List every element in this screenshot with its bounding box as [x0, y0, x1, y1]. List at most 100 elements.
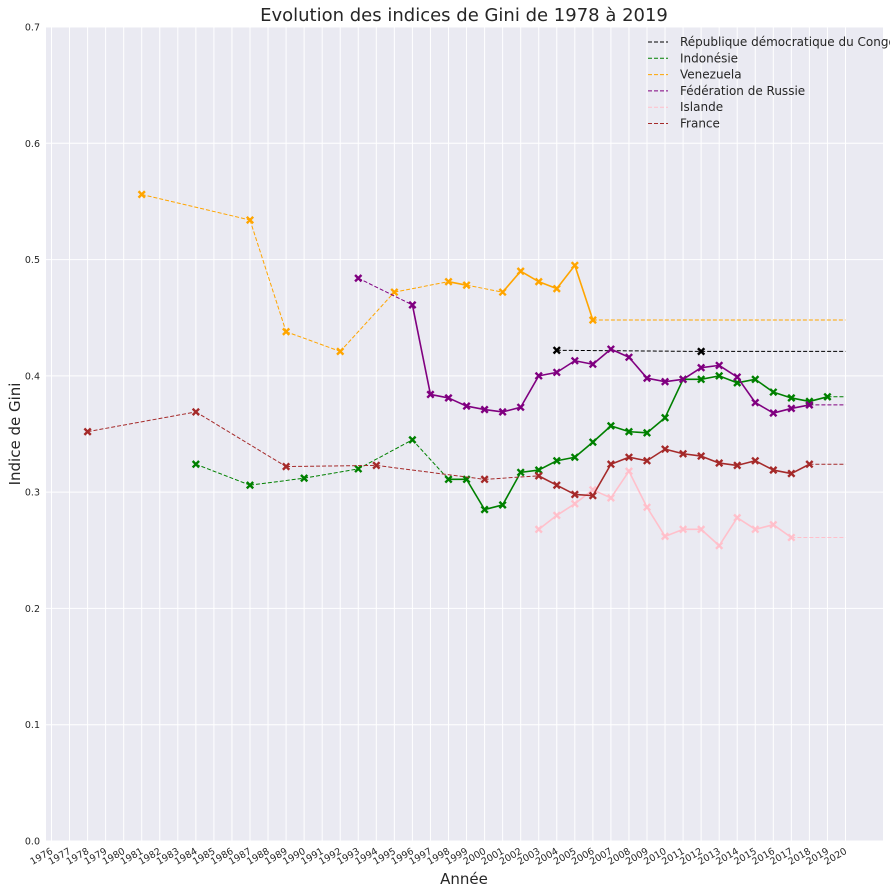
series-5 — [83, 407, 846, 500]
data-point-marker — [715, 361, 724, 370]
series-segment — [556, 456, 575, 462]
series-segment — [664, 379, 684, 419]
data-point-marker — [751, 375, 760, 384]
series-segment — [466, 284, 503, 293]
data-point-marker — [498, 288, 507, 297]
series-segment — [195, 411, 287, 467]
data-point-marker — [552, 456, 561, 465]
data-point-marker — [191, 407, 200, 416]
data-point-marker — [642, 374, 652, 383]
series-segment — [701, 364, 720, 369]
y-tick-label: 0.7 — [25, 23, 40, 34]
series-segment — [628, 356, 648, 379]
data-point-marker — [480, 505, 489, 514]
legend-label: Venezuela — [680, 68, 742, 82]
data-point-marker — [552, 481, 561, 490]
data-point-marker — [570, 499, 579, 508]
series-segment — [484, 504, 503, 511]
series-segment — [411, 304, 432, 395]
plot-background — [46, 27, 883, 841]
series-segment — [592, 463, 612, 497]
data-point-marker — [697, 347, 706, 356]
data-point-marker — [660, 413, 670, 422]
series-segment — [556, 264, 576, 290]
series-segment — [700, 375, 720, 381]
series-segment — [556, 349, 702, 352]
data-point-marker — [444, 393, 453, 402]
data-point-marker — [534, 371, 543, 380]
series-segment — [628, 470, 648, 508]
series-segment — [87, 411, 196, 433]
series-0 — [552, 346, 846, 356]
series-segment — [773, 391, 792, 399]
data-point-marker — [769, 388, 778, 397]
data-point-marker — [787, 533, 796, 542]
series-segment — [809, 396, 828, 403]
data-point-marker — [769, 466, 778, 475]
series-segment — [141, 193, 251, 221]
data-point-marker — [83, 427, 92, 436]
series-segment — [448, 280, 467, 286]
y-tick-label: 0.0 — [25, 837, 40, 848]
data-point-marker — [516, 403, 525, 412]
data-point-marker — [245, 481, 255, 490]
series-segment — [249, 477, 305, 486]
series-segment — [394, 281, 449, 293]
legend-label: Islande — [680, 100, 723, 114]
y-tick-label: 0.6 — [25, 139, 40, 150]
data-point-marker — [588, 438, 597, 447]
data-point-marker — [552, 368, 561, 377]
series-segment — [700, 455, 720, 464]
data-point-marker — [660, 377, 670, 386]
data-point-marker — [390, 288, 399, 297]
data-point-marker — [480, 475, 489, 484]
data-point-marker — [769, 520, 778, 529]
data-point-marker — [624, 353, 634, 362]
series-segment — [501, 471, 522, 506]
legend-label: Fédération de Russie — [680, 84, 805, 98]
series-segment — [736, 376, 756, 404]
series-segment — [718, 517, 738, 547]
data-point-marker — [642, 503, 652, 512]
data-point-marker — [570, 490, 579, 499]
data-point-marker — [715, 371, 724, 380]
legend: République démocratique du Congo Indonési… — [648, 35, 890, 131]
x-tick-labels: 1976197719781979198019811982198319841985… — [29, 846, 849, 868]
chart-title: Evolution des indices de Gini de 1978 à … — [260, 5, 668, 26]
data-point-marker — [733, 461, 742, 470]
data-point-marker — [372, 461, 381, 470]
data-point-marker — [697, 525, 706, 534]
y-tick-label: 0.3 — [25, 488, 40, 499]
data-point-marker — [679, 449, 688, 458]
legend-label: Indonésie — [680, 51, 738, 65]
data-point-marker — [679, 525, 688, 534]
data-point-marker — [751, 398, 760, 407]
y-tick-labels: 0.0 0.1 0.2 0.3 0.4 0.5 0.6 0.7 — [25, 23, 40, 848]
series-segment — [195, 463, 251, 486]
series-segment — [719, 462, 738, 467]
x-axis-label: Année — [440, 870, 488, 888]
series-segment — [502, 406, 521, 413]
data-point-marker — [444, 475, 453, 484]
series-segment — [285, 331, 341, 352]
data-point-marker — [408, 435, 417, 444]
data-point-marker — [660, 532, 670, 541]
y-tick-label: 0.1 — [25, 720, 40, 731]
series-segment — [682, 452, 702, 457]
series-segment — [358, 277, 413, 306]
data-point-marker — [480, 405, 489, 414]
series-segment — [628, 430, 648, 434]
series-segment — [646, 377, 666, 383]
data-point-marker — [534, 277, 543, 286]
data-point-marker — [606, 460, 615, 469]
data-point-marker — [823, 392, 832, 401]
series-segment — [538, 280, 558, 290]
series-segment — [484, 408, 503, 413]
series-segment — [574, 265, 594, 321]
data-point-marker — [426, 390, 435, 399]
data-point-marker — [697, 375, 706, 384]
data-point-marker — [498, 407, 507, 416]
series-segment — [466, 405, 485, 411]
data-point-marker — [769, 409, 778, 418]
